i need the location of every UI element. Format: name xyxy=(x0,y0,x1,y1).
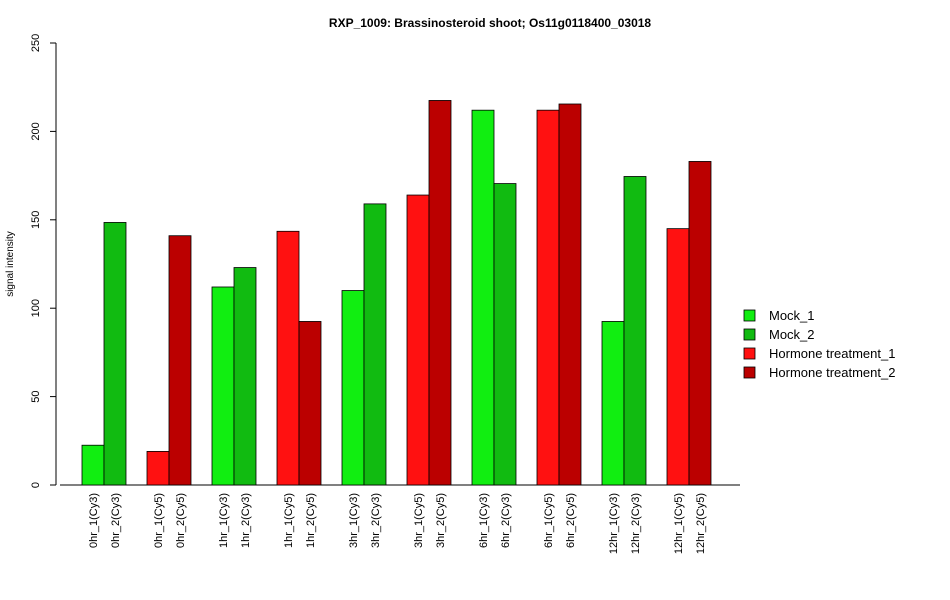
bar xyxy=(471,109,495,486)
y-axis-label: signal intensity xyxy=(5,231,16,297)
x-tick-label: 6hr_2(Cy3) xyxy=(500,493,512,548)
y-tick-label: 50 xyxy=(30,390,42,402)
bar xyxy=(276,230,300,486)
x-tick-label: 12hr_1(Cy5) xyxy=(673,493,685,554)
bar xyxy=(536,109,560,486)
bar xyxy=(298,321,322,486)
x-tick-label: 0hr_2(Cy3) xyxy=(110,493,122,548)
bar xyxy=(341,290,365,486)
bar xyxy=(558,103,582,486)
x-tick-label: 1hr_1(Cy5) xyxy=(283,493,295,548)
y-tick-label: 0 xyxy=(30,482,42,488)
y-axis: 0 50 100 150 200 250 xyxy=(30,34,57,488)
y-tick-label: 150 xyxy=(30,211,42,229)
legend-swatch xyxy=(743,347,756,360)
x-tick-label: 6hr_2(Cy5) xyxy=(565,493,577,548)
x-tick-label: 12hr_2(Cy5) xyxy=(695,493,707,554)
y-tick-label: 250 xyxy=(30,34,42,52)
bar xyxy=(666,228,690,486)
bar xyxy=(623,176,647,486)
bar xyxy=(493,183,517,486)
legend-swatch xyxy=(743,309,756,322)
bar xyxy=(211,286,235,486)
x-tick-label: 6hr_1(Cy3) xyxy=(478,493,490,548)
chart-title: RXP_1009: Brassinosteroid shoot; Os11g01… xyxy=(329,16,652,30)
x-tick-label: 12hr_1(Cy3) xyxy=(608,493,620,554)
legend-label: Mock_2 xyxy=(769,327,815,342)
bar xyxy=(688,161,712,486)
legend-swatch xyxy=(743,366,756,379)
x-tick-label: 1hr_2(Cy5) xyxy=(305,493,317,548)
bars xyxy=(81,100,712,486)
x-tick-label: 1hr_1(Cy3) xyxy=(218,493,230,548)
bar xyxy=(81,444,105,486)
x-tick-label: 12hr_2(Cy3) xyxy=(630,493,642,554)
legend: Mock_1 Mock_2 Hormone treatment_1 Hormone t… xyxy=(743,308,895,380)
y-tick-label: 200 xyxy=(30,122,42,140)
x-tick-label: 3hr_2(Cy3) xyxy=(370,493,382,548)
bar xyxy=(601,321,625,486)
x-tick-label: 3hr_2(Cy5) xyxy=(435,493,447,548)
x-tick-label: 0hr_1(Cy5) xyxy=(153,493,165,548)
bar xyxy=(103,222,127,486)
legend-swatch xyxy=(743,328,756,341)
bar xyxy=(146,451,170,486)
x-tick-label: 0hr_1(Cy3) xyxy=(88,493,100,548)
x-tick-labels: 0hr_1(Cy3) 0hr_2(Cy3) 0hr_1(Cy5) 0hr_2(Cy5)… xyxy=(88,493,707,554)
bar xyxy=(168,235,192,486)
legend-label: Mock_1 xyxy=(769,308,815,323)
bar xyxy=(428,100,452,486)
x-tick-label: 3hr_1(Cy5) xyxy=(413,493,425,548)
x-tick-label: 3hr_1(Cy3) xyxy=(348,493,360,548)
x-tick-label: 0hr_2(Cy5) xyxy=(175,493,187,548)
bar xyxy=(406,194,430,486)
legend-label: Hormone treatment_2 xyxy=(769,365,895,380)
bar xyxy=(233,267,257,486)
legend-label: Hormone treatment_1 xyxy=(769,346,895,361)
x-tick-label: 1hr_2(Cy3) xyxy=(240,493,252,548)
bar xyxy=(363,203,387,486)
y-tick-label: 100 xyxy=(30,299,42,317)
x-tick-label: 6hr_1(Cy5) xyxy=(543,493,555,548)
